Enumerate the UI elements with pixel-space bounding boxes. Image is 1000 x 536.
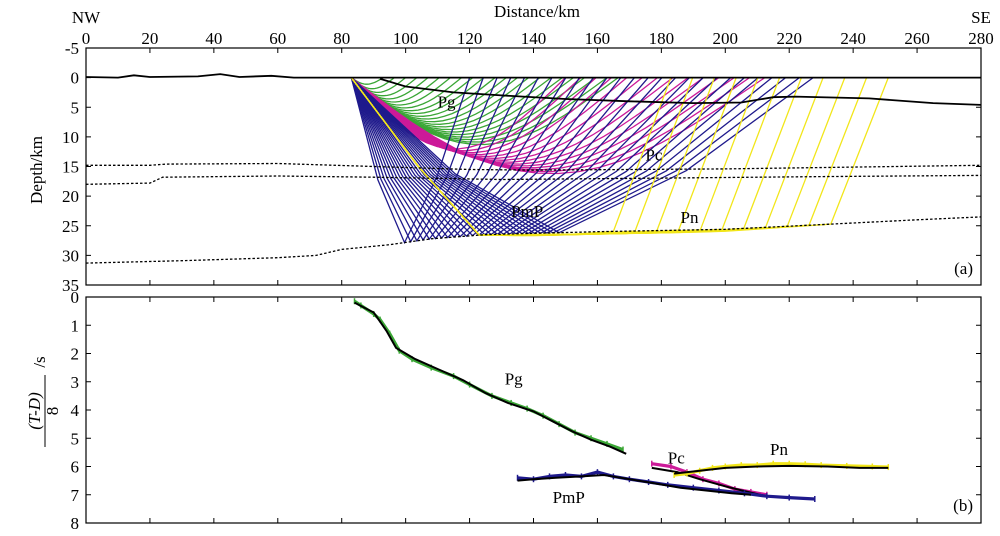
- x-tick-label: 280: [968, 29, 994, 48]
- calculated-Pn: [673, 464, 889, 475]
- y-axis-title-depth: Depth/km: [27, 136, 46, 204]
- y-tick-labels: -5 0 5 10 15 20 25 30 35: [62, 39, 981, 295]
- interface-intra-crust: [85, 174, 982, 185]
- panel-b-traveltime: (T-D) 8 /s 0 1 2 3 4 5 6 7 8 Pg Pc PmP Pn (b): [25, 288, 982, 533]
- y-tick-label-b: 5: [71, 429, 80, 448]
- calculated-Pg: [354, 301, 627, 455]
- y-tick-label-b: 7: [71, 486, 80, 505]
- phase-labels-b: Pg Pc PmP Pn: [505, 370, 789, 508]
- phase-label: Pn: [681, 208, 699, 227]
- pmp-ray: [350, 77, 608, 238]
- x-tick-label: 200: [713, 29, 739, 48]
- y-tick-label-b: 6: [71, 458, 80, 477]
- traveltime-series: [353, 298, 890, 502]
- y-axis-title-numerator: (T-D): [25, 392, 44, 430]
- pmp-ray: [350, 77, 526, 241]
- model-interfaces: [85, 73, 982, 264]
- panel-b-frame: [85, 296, 982, 524]
- calculated-PmP: [517, 473, 751, 496]
- y-tick-label: -5: [65, 39, 79, 58]
- calculated-Pc: [651, 466, 768, 498]
- x-tick-label: 60: [269, 29, 286, 48]
- phase-label-b: Pg: [505, 370, 523, 389]
- x-tick-label: 220: [776, 29, 802, 48]
- x-tick-label: 260: [904, 29, 930, 48]
- panel-a-frame: [85, 47, 982, 286]
- nw-label: NW: [72, 8, 101, 27]
- phase-label-b: Pn: [770, 440, 788, 459]
- x-tick-label: 160: [585, 29, 611, 48]
- y-axis-title-reduced-time: (T-D) 8 /s: [25, 356, 62, 447]
- pc-ray: [350, 77, 766, 175]
- pmp-ray: [350, 77, 567, 239]
- ray-paths: [350, 77, 889, 245]
- x-tick-label: 240: [840, 29, 866, 48]
- x-axis-title: Distance/km: [494, 2, 580, 21]
- interface-surface: [85, 73, 981, 79]
- panel-b-label: (b): [953, 496, 973, 515]
- interface-basement: [379, 77, 982, 106]
- x-tick-label: 80: [333, 29, 350, 48]
- x-tick-label: 0: [82, 29, 91, 48]
- pmp-ray: [350, 77, 787, 234]
- pmp-ray: [350, 77, 539, 240]
- phase-labels: Pg Pc PmP Pn: [438, 92, 699, 227]
- y-tick-label: 10: [62, 128, 79, 147]
- y-tick-label-b: 4: [71, 401, 80, 420]
- observed-Pg: [353, 299, 624, 452]
- pmp-ray: [350, 77, 745, 235]
- interface-moho: [85, 216, 982, 264]
- y-axis-title-denominator: 8: [43, 407, 62, 416]
- pmp-ray: [350, 77, 498, 243]
- pc-ray: [350, 77, 628, 158]
- panel-a-ray-diagram: Distance/km NW SE Depth/km 0 20 40 60 80 100 1…: [27, 2, 994, 523]
- y-tick-label-b: 1: [71, 316, 80, 335]
- phase-label: Pg: [438, 92, 456, 111]
- y-tick-label: 20: [62, 187, 79, 206]
- pmp-ray: [350, 77, 718, 235]
- phase-label-b: PmP: [553, 488, 585, 507]
- x-tick-label: 100: [393, 29, 419, 48]
- y-axis-title-unit: /s: [30, 356, 49, 367]
- y-tick-label: 30: [62, 246, 79, 265]
- se-label: SE: [971, 8, 991, 27]
- x-tick-label: 40: [205, 29, 222, 48]
- x-tick-label: 180: [649, 29, 675, 48]
- y-tick-label-b: 3: [71, 373, 80, 392]
- y-tick-label-b: 0: [71, 288, 80, 307]
- y-tick-label: 15: [62, 158, 79, 177]
- x-tick-label: 140: [521, 29, 547, 48]
- y-tick-label-b: 2: [71, 345, 80, 364]
- phase-label: PmP: [511, 202, 543, 221]
- y-tick-label: 0: [71, 69, 80, 88]
- y-tick-label-b: 8: [71, 514, 80, 533]
- phase-label-b: Pc: [668, 449, 685, 468]
- y-tick-label: 5: [71, 98, 80, 117]
- pc-ray: [350, 77, 643, 160]
- x-tick-label: 20: [141, 29, 158, 48]
- y-tick-labels-b: 0 1 2 3 4 5 6 7 8: [71, 288, 981, 533]
- y-tick-label: 35: [62, 276, 79, 295]
- phase-label: Pc: [645, 146, 662, 165]
- y-tick-label: 25: [62, 217, 79, 236]
- x-tick-labels: 0 20 40 60 80 100 120 140 160 180 200 220 240 260 280: [82, 29, 994, 523]
- panel-a-label: (a): [954, 259, 973, 278]
- x-tick-label: 120: [457, 29, 483, 48]
